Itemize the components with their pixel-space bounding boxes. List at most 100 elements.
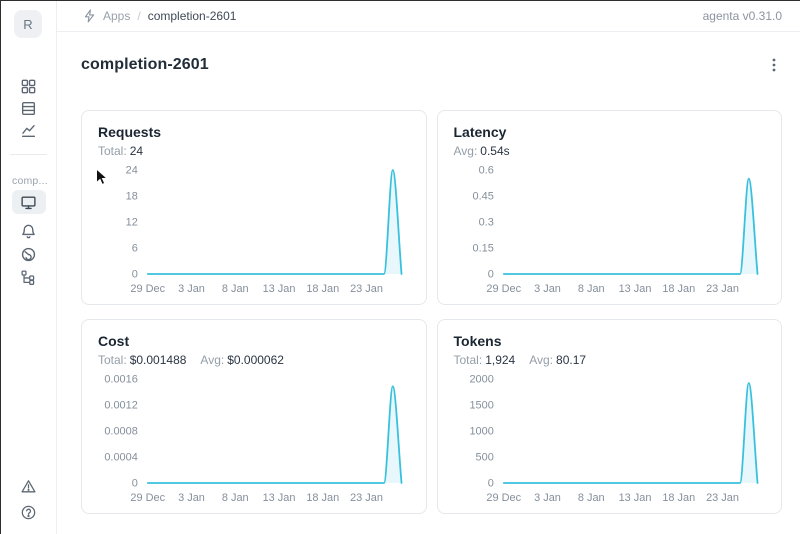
y-axis-tick-label: 0 [132, 268, 138, 280]
page-title: completion-2601 [81, 56, 209, 73]
bell-icon[interactable] [20, 223, 37, 240]
line-chart-svg: 0 0.0004 0.0008 0.0012 0.0016 29 Dec 3 Jan 8 Ja… [104, 373, 403, 504]
chart-line [146, 385, 403, 484]
sidebar: R comp... [0, 0, 57, 534]
line-chart-svg: 0 0.15 0.3 0.45 0.6 29 Dec 3 Jan 8 Jan 13 Jan 18 … [472, 164, 758, 295]
cost-card: Cost Total: $0.001488 Avg: $0.000062 0 0.000… [81, 319, 427, 514]
requests-card: Requests Total: 24 0 6 12 18 24 29 Dec 3 Jan 8 J… [81, 110, 427, 305]
x-axis-tick-label: 13 Jan [263, 492, 296, 504]
traces-tree-icon[interactable] [20, 269, 37, 286]
breadcrumb-apps-link[interactable]: Apps [103, 8, 131, 23]
y-axis-tick-label: 2000 [469, 373, 493, 385]
x-axis-tick-label: 3 Jan [178, 283, 205, 295]
stat-label: Avg: [529, 353, 554, 367]
workspace-avatar-letter: R [23, 16, 33, 32]
x-axis-tick-label: 13 Jan [618, 283, 651, 295]
stat: Total: $0.001488 [98, 352, 186, 368]
latency-line-chart: 0 0.15 0.3 0.45 0.6 29 Dec 3 Jan 8 Jan 13 Jan 18 … [454, 162, 766, 302]
x-axis-tick-label: 3 Jan [534, 492, 561, 504]
chart-line [502, 382, 758, 484]
stat-label: Total: [98, 144, 127, 158]
apps-grid-icon[interactable] [20, 78, 37, 95]
tokens-line-chart: 0 500 1000 1500 2000 29 Dec 3 Jan 8 Jan 13 Jan 18… [454, 371, 766, 511]
workspace-avatar[interactable]: R [14, 10, 42, 38]
stat-value: $0.001488 [129, 353, 187, 367]
breadcrumb: Apps / completion-2601 [83, 9, 236, 23]
chart-line [502, 177, 758, 275]
chart-area-fill [147, 170, 402, 274]
tokens-card: Tokens Total: 1,924 Avg: 80.17 0 500 1000 1500… [436, 319, 782, 514]
x-axis-tick-label: 23 Jan [350, 283, 383, 295]
x-axis-tick-label: 29 Dec [486, 283, 521, 295]
line-chart-svg: 0 500 1000 1500 2000 29 Dec 3 Jan 8 Jan 13 Jan 18… [469, 373, 758, 504]
x-axis-tick-label: 8 Jan [577, 492, 604, 504]
x-axis-tick-label: 18 Jan [662, 283, 695, 295]
chart-stats: Total: 24 [98, 143, 410, 159]
x-axis-tick-label: 3 Jan [178, 492, 205, 504]
breadcrumb-separator: / [137, 8, 141, 23]
frame-border-top [0, 0, 800, 1]
line-chart-svg: 0 6 12 18 24 29 Dec 3 Jan 8 Jan 13 Jan 18 Jan 23 J… [126, 164, 403, 295]
y-axis-tick-label: 0.0008 [104, 425, 137, 437]
y-axis-tick-label: 12 [126, 216, 138, 228]
help-icon[interactable] [20, 504, 37, 521]
main-content: completion-2601 Requests Total: 24 0 6 12 18… [57, 32, 800, 534]
overview-monitor-icon[interactable] [20, 194, 37, 211]
x-axis-tick-label: 23 Jan [706, 492, 739, 504]
chart-area-fill [503, 383, 758, 483]
y-axis-tick-label: 24 [126, 164, 138, 176]
x-axis-tick-label: 13 Jan [618, 492, 651, 504]
x-axis-tick-label: 23 Jan [706, 283, 739, 295]
chart-title: Cost [98, 333, 130, 349]
x-axis-tick-label: 8 Jan [222, 283, 249, 295]
stat-label: Total: [453, 353, 483, 367]
y-axis-tick-label: 0 [487, 268, 493, 280]
stat-value: 0.54s [480, 144, 510, 158]
alert-triangle-icon[interactable] [20, 478, 37, 495]
x-axis-tick-label: 29 Dec [130, 492, 165, 504]
stat-label: Avg: [453, 144, 478, 158]
stat-value: 1,924 [485, 353, 516, 367]
agenta-bolt-icon [84, 8, 95, 22]
observability-gauge-icon[interactable] [20, 246, 37, 263]
breadcrumb-current: completion-2601 [147, 8, 237, 23]
metrics-grid: Requests Total: 24 0 6 12 18 24 29 Dec 3 Jan 8 J… [81, 110, 782, 514]
x-axis-tick-label: 29 Dec [130, 283, 165, 295]
sidebar-divider [10, 154, 47, 155]
y-axis-tick-label: 0.0012 [104, 399, 137, 411]
x-axis-tick-label: 23 Jan [350, 492, 383, 504]
stat-value: $0.000062 [227, 353, 284, 367]
chart-stats: Avg: 0.54s [454, 143, 766, 159]
y-axis-tick-label: 6 [132, 242, 138, 254]
version-label: agenta v0.31.0 [702, 8, 782, 23]
stat: Total: 24 [98, 143, 143, 159]
x-axis-tick-label: 8 Jan [222, 492, 249, 504]
chart-title: Requests [98, 124, 162, 140]
more-options-button[interactable] [766, 57, 782, 73]
x-axis-tick-label: 18 Jan [306, 492, 339, 504]
y-axis-tick-label: 0.15 [472, 242, 493, 254]
y-axis-tick-label: 0.0016 [104, 373, 137, 385]
stat: Avg: 0.54s [454, 143, 510, 159]
x-axis-tick-label: 13 Jan [263, 283, 296, 295]
chart-area-fill [503, 178, 758, 274]
chart-line [146, 169, 403, 275]
y-axis-tick-label: 18 [126, 190, 138, 202]
testsets-table-icon[interactable] [20, 100, 37, 117]
x-axis-tick-label: 3 Jan [534, 283, 561, 295]
chart-stats: Total: 1,924 Avg: 80.17 [454, 352, 766, 368]
y-axis-tick-label: 0.6 [478, 164, 493, 176]
y-axis-tick-label: 0.0004 [104, 451, 137, 463]
y-axis-tick-label: 1500 [469, 399, 493, 411]
stat: Avg: 80.17 [529, 352, 586, 368]
y-axis-tick-label: 0 [132, 477, 138, 489]
stat: Total: 1,924 [454, 352, 516, 368]
stat-label: Total: [98, 353, 127, 367]
top-bar: Apps / completion-2601 agenta v0.31.0 [57, 0, 800, 32]
latency-card: Latency Avg: 0.54s 0 0.15 0.3 0.45 0.6 29 Dec 3… [436, 110, 782, 305]
y-axis-tick-label: 0.3 [478, 216, 493, 228]
sidebar-selected-highlight [12, 190, 46, 214]
evaluations-chart-icon[interactable] [20, 122, 37, 139]
x-axis-tick-label: 18 Jan [306, 283, 339, 295]
chart-area-fill [147, 386, 402, 483]
